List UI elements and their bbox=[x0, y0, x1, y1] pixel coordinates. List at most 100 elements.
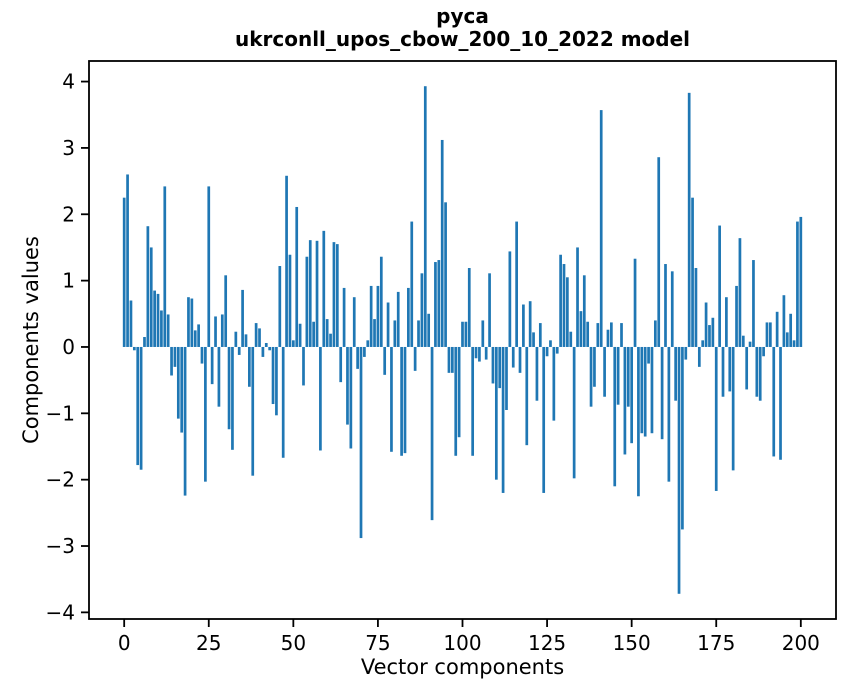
bar bbox=[410, 221, 414, 347]
bar bbox=[254, 323, 258, 347]
y-tick-label: −4 bbox=[46, 600, 75, 624]
bar bbox=[176, 346, 180, 419]
bar bbox=[342, 287, 346, 347]
bar bbox=[796, 221, 799, 347]
bar bbox=[515, 221, 518, 347]
x-tick-label: 175 bbox=[697, 631, 735, 655]
bar bbox=[352, 297, 356, 347]
bar bbox=[376, 285, 380, 347]
bar bbox=[505, 346, 508, 410]
x-tick-label: 0 bbox=[118, 631, 131, 655]
bar bbox=[745, 346, 749, 390]
bar bbox=[765, 322, 769, 347]
bar bbox=[748, 341, 752, 347]
bar bbox=[775, 311, 779, 347]
x-tick-label: 100 bbox=[443, 631, 481, 655]
bar bbox=[620, 323, 623, 347]
bar bbox=[542, 346, 546, 493]
bar bbox=[258, 328, 261, 347]
bar bbox=[643, 346, 647, 437]
bar bbox=[538, 323, 542, 347]
bar bbox=[572, 346, 576, 479]
bar bbox=[291, 340, 295, 347]
bar bbox=[400, 346, 403, 456]
bar bbox=[589, 346, 593, 407]
bar bbox=[248, 346, 251, 387]
bar bbox=[494, 346, 498, 480]
bar bbox=[427, 313, 431, 347]
bar bbox=[423, 86, 427, 347]
bar bbox=[139, 346, 143, 470]
bar bbox=[626, 346, 630, 407]
bar bbox=[264, 342, 268, 347]
bar bbox=[681, 346, 684, 530]
x-tick-label: 200 bbox=[782, 631, 820, 655]
bar bbox=[146, 226, 150, 347]
bar bbox=[606, 329, 610, 347]
bar bbox=[508, 251, 512, 347]
bar bbox=[647, 346, 650, 364]
bar bbox=[295, 206, 299, 347]
bar bbox=[555, 346, 559, 354]
bar bbox=[752, 260, 755, 347]
bar bbox=[731, 346, 735, 471]
bar bbox=[711, 317, 715, 347]
bar bbox=[623, 346, 627, 455]
bar bbox=[440, 139, 444, 347]
chart-title-line1: руса bbox=[436, 4, 489, 28]
bar bbox=[684, 346, 688, 360]
bar bbox=[244, 334, 248, 347]
bar bbox=[518, 346, 522, 373]
bar bbox=[451, 346, 454, 373]
bar bbox=[657, 157, 661, 347]
bar bbox=[143, 337, 146, 347]
bar bbox=[183, 346, 187, 496]
bar bbox=[478, 346, 481, 362]
x-tick-label: 125 bbox=[528, 631, 566, 655]
bar bbox=[325, 319, 329, 347]
bar bbox=[302, 346, 305, 386]
bar bbox=[559, 254, 562, 347]
bar bbox=[603, 346, 606, 397]
bar bbox=[237, 346, 241, 355]
bar bbox=[359, 346, 363, 539]
bar bbox=[220, 314, 224, 347]
bar bbox=[718, 225, 721, 347]
bar bbox=[532, 332, 535, 347]
bar bbox=[721, 346, 725, 397]
bar bbox=[782, 295, 786, 347]
bar bbox=[677, 346, 681, 594]
y-tick-label: −2 bbox=[46, 468, 75, 492]
bar bbox=[525, 346, 529, 446]
bar bbox=[728, 346, 732, 392]
bar bbox=[691, 197, 694, 347]
bar bbox=[383, 346, 387, 375]
bar bbox=[660, 346, 664, 440]
bar bbox=[187, 297, 190, 347]
bar bbox=[704, 302, 708, 347]
bar bbox=[356, 346, 359, 369]
bar bbox=[758, 346, 762, 401]
bar bbox=[552, 346, 556, 421]
bar bbox=[268, 346, 272, 351]
bar bbox=[319, 346, 322, 451]
bar bbox=[308, 240, 312, 347]
bar bbox=[407, 287, 410, 347]
bar bbox=[129, 300, 133, 347]
bar bbox=[261, 346, 265, 357]
bar bbox=[396, 291, 400, 347]
bar bbox=[735, 285, 738, 347]
y-axis-label: Components values bbox=[19, 236, 43, 444]
bar bbox=[528, 301, 532, 347]
bar bbox=[741, 335, 745, 347]
bar bbox=[197, 324, 200, 347]
bar bbox=[785, 332, 789, 347]
bar bbox=[403, 346, 407, 454]
bar bbox=[653, 320, 657, 347]
bar bbox=[339, 346, 343, 383]
bar bbox=[231, 346, 234, 450]
bar bbox=[193, 330, 197, 347]
bar bbox=[234, 331, 238, 347]
bar bbox=[190, 298, 194, 347]
chart-title-line2: ukrconll_upos_cbow_200_10_2022 model bbox=[234, 27, 691, 51]
